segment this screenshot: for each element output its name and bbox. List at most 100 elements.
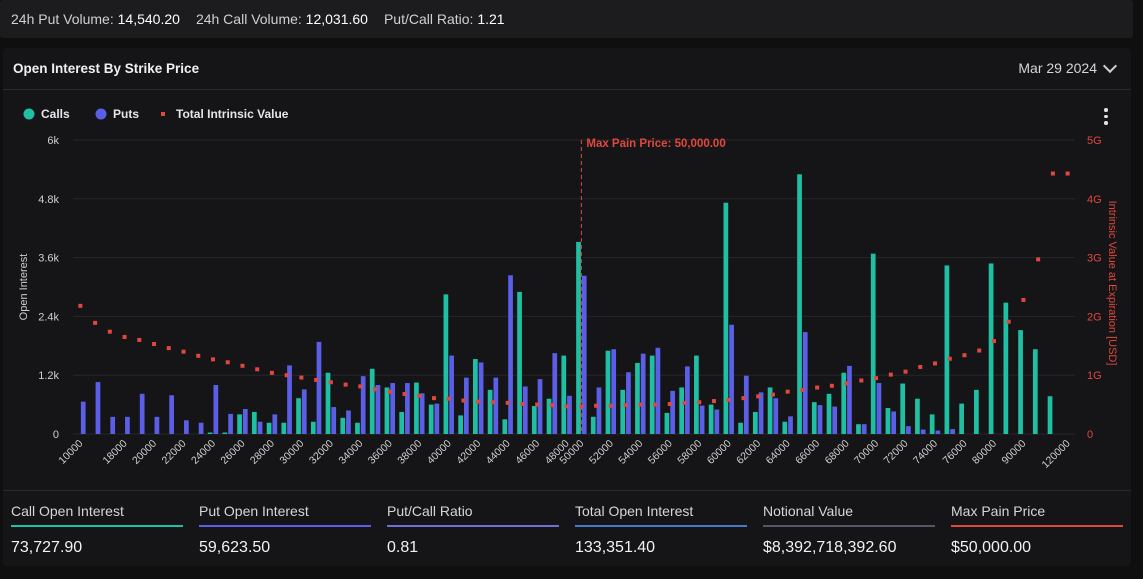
intrinsic-point (152, 342, 157, 347)
intrinsic-point (269, 370, 274, 375)
y-tick-label: 0 (53, 429, 59, 441)
x-tick-label: 76000 (940, 438, 969, 467)
summary-label: Max Pain Price (951, 503, 1123, 527)
chart-menu-icon[interactable] (1104, 108, 1110, 125)
calls-bar (900, 383, 906, 434)
calls-bar (266, 422, 272, 434)
y-tick-label: 3.6k (38, 253, 59, 265)
intrinsic-point (564, 404, 569, 409)
puts-bar (272, 414, 278, 434)
puts-bar (847, 365, 852, 434)
calls-bar (355, 422, 360, 434)
open-interest-chart: 0 1.2k 2.4k 3.6k 4.8k 6k 0 1G 2G 3G 4G 5G Open Inter… (18, 107, 1118, 471)
legend-label: Total Intrinsic Value (176, 107, 289, 121)
summary-value: $50,000.00 (951, 539, 1032, 556)
puts-bar (331, 407, 337, 434)
puts-bar (596, 387, 602, 434)
puts-bar (758, 392, 764, 434)
puts-bar (788, 416, 793, 434)
calls-bar (487, 389, 493, 434)
calls-bar (1003, 302, 1009, 434)
x-tick-label: 42000 (454, 438, 483, 467)
calls-bar (974, 389, 979, 434)
x-tick-label: 66000 (793, 438, 822, 467)
call-volume-label: 24h Call Volume: (195, 11, 302, 27)
intrinsic-point (122, 334, 127, 339)
calls-bar (531, 406, 537, 434)
intrinsic-point (535, 402, 540, 407)
calls-bar (340, 417, 346, 434)
puts-bar (287, 365, 292, 434)
puts-bar (463, 377, 469, 434)
calls-bar (325, 372, 331, 434)
intrinsic-point (829, 383, 834, 388)
x-tick-label: 44000 (484, 438, 513, 467)
calls-bar (694, 355, 699, 434)
puts-bar (861, 424, 867, 434)
expiry-date-value: Mar 29 2024 (1018, 60, 1097, 76)
intrinsic-point (181, 349, 186, 354)
calls-bar (811, 402, 817, 434)
puts-bar (228, 413, 233, 434)
calls-bar (222, 432, 228, 434)
calls-bar (443, 294, 449, 434)
y2-tick-label: 1G (1087, 370, 1102, 382)
puts-bar (935, 430, 941, 434)
calls-bar (281, 422, 287, 434)
calls-bar (458, 415, 463, 434)
y2-tick-label: 2G (1087, 311, 1102, 323)
x-tick-label: 18000 (101, 438, 130, 467)
expiry-date-dropdown[interactable]: Mar 29 2024 (1018, 58, 1118, 76)
puts-bar (405, 383, 410, 434)
x-tick-label: 60000 (705, 438, 734, 467)
x-tick-label: 20000 (130, 438, 159, 467)
put-call-ratio-label: Put/Call Ratio: (383, 11, 474, 27)
y2-tick-label: 5G (1087, 135, 1102, 147)
x-tick-label: 52000 (587, 438, 616, 467)
calls-bar (870, 253, 876, 434)
summary-label: Put Open Interest (199, 503, 371, 527)
calls-bar (664, 412, 670, 434)
puts-bar (301, 389, 307, 434)
call-volume-stat: 24h Call Volume: 12,031.60 (196, 11, 368, 27)
puts-bar (802, 332, 808, 434)
puts-bar (743, 375, 749, 434)
puts-bar (537, 379, 543, 434)
summary-row: Call Open Interest 73,727.90 Put Open In… (3, 490, 1131, 566)
intrinsic-point (667, 402, 672, 407)
puts-bar (257, 421, 263, 434)
summary-label: Total Open Interest (575, 503, 747, 527)
intrinsic-point (697, 400, 702, 405)
legend-label: Calls (41, 107, 70, 121)
calls-bar (797, 174, 802, 435)
puts-bar (817, 405, 823, 434)
summary-call-open-interest: Call Open Interest 73,727.90 (11, 503, 183, 557)
panel-title: Open Interest By Strike Price (13, 61, 200, 76)
x-tick-label: 56000 (646, 438, 675, 467)
calls-bar (679, 387, 685, 434)
intrinsic-point (255, 367, 260, 372)
legend-marker (161, 112, 165, 116)
puts-bar (670, 390, 675, 434)
puts-bar (154, 416, 160, 434)
x-tick-label: 30000 (277, 438, 306, 467)
puts-bar (581, 275, 587, 434)
calls-bar (856, 424, 861, 434)
calls-bar (929, 414, 935, 434)
intrinsic-point (608, 403, 613, 408)
intrinsic-point (284, 373, 289, 378)
x-tick-label: 26000 (218, 438, 247, 467)
puts-bar (95, 382, 101, 434)
calls-bar (885, 408, 891, 434)
puts-bar (640, 353, 646, 434)
intrinsic-point (78, 303, 83, 308)
puts-bar (655, 347, 661, 434)
puts-bar (714, 409, 720, 434)
puts-bar (906, 426, 911, 434)
puts-bar (611, 349, 617, 434)
puts-bar (449, 355, 454, 434)
summary-max-pain-price: Max Pain Price $50,000.00 (951, 503, 1123, 557)
puts-bar (685, 366, 690, 434)
x-tick-label: 64000 (764, 438, 793, 467)
puts-bar (346, 410, 351, 434)
